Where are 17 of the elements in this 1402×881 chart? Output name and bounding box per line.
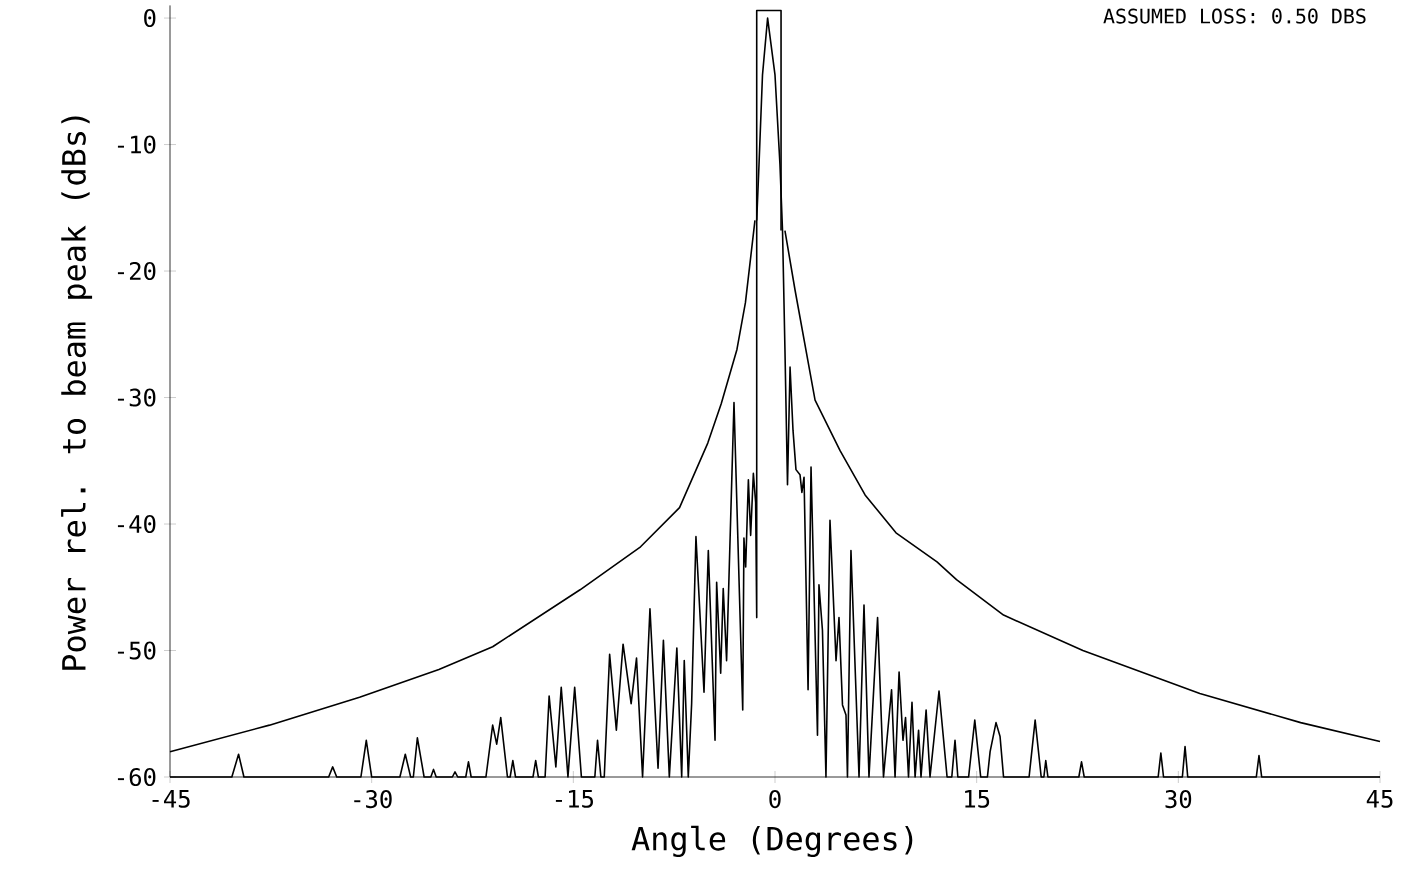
x-tick-label: 15 (965, 790, 990, 808)
y-tick-label: -20 (117, 261, 156, 281)
x-tick-label: -45 (152, 790, 190, 808)
y-tick-label: -50 (117, 641, 156, 660)
y-tick-label: -30 (117, 388, 156, 407)
y-tick-label: -60 (117, 767, 156, 787)
y-tick-label: 0 (144, 9, 156, 28)
y-tick-label: -10 (117, 135, 156, 154)
annotation: ASSUMED LOSS: 0.50 DBS (1103, 8, 1366, 24)
x-tick-label: 0 (769, 790, 781, 809)
x-tick-label: 30 (1165, 790, 1192, 809)
x-tick-label: -15 (555, 790, 593, 808)
x-tick-label: -30 (354, 790, 392, 809)
y-tick-label: -40 (117, 514, 156, 534)
y-axis-title: Power rel. to beam peak (dBs) (61, 116, 93, 670)
x-axis-title: Angle (Degrees) (631, 825, 913, 858)
x-tick-label: 45 (1366, 790, 1393, 808)
